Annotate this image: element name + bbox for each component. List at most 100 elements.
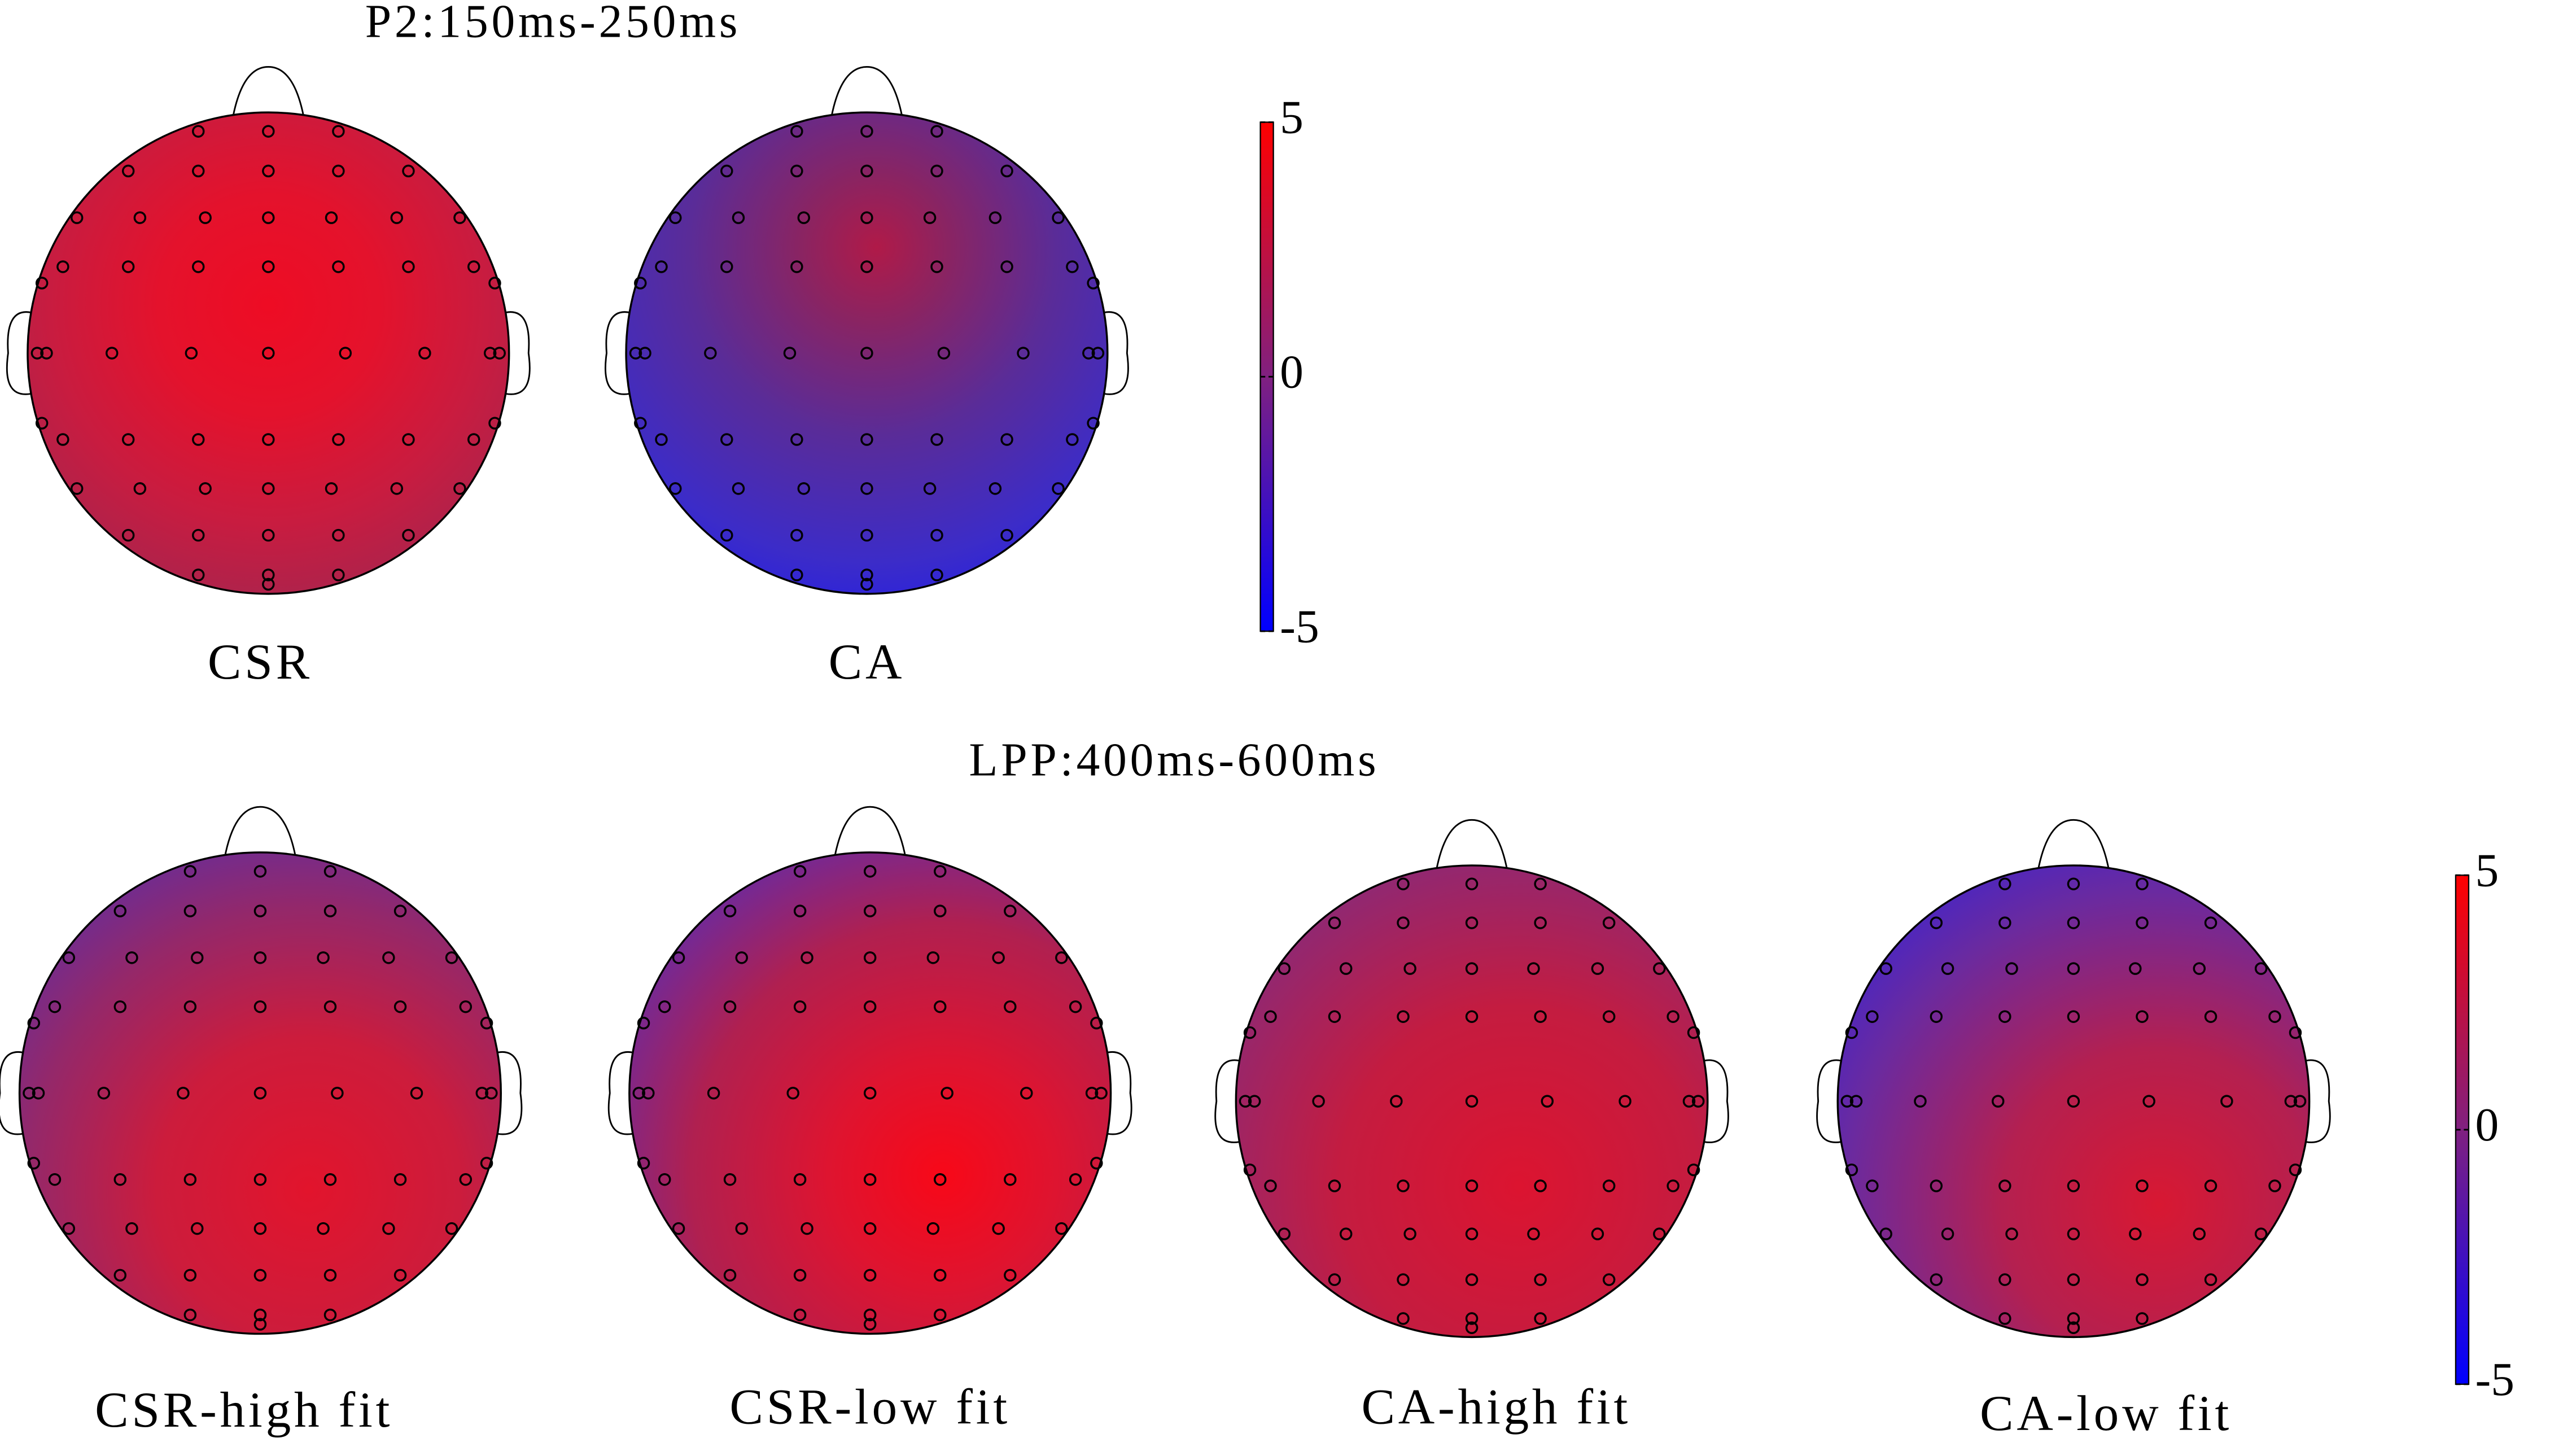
electrode	[632, 1086, 646, 1100]
electrode	[2129, 962, 2142, 975]
electrode	[1866, 1179, 1879, 1192]
electrode	[658, 1173, 671, 1186]
electrode	[1465, 877, 1479, 890]
colorbar-tick-label: -5	[2475, 1354, 2514, 1406]
electrode	[1000, 528, 1013, 542]
electrode	[786, 1086, 799, 1100]
electrode	[323, 1173, 337, 1186]
electrode	[418, 347, 431, 360]
topo-map	[604, 66, 1129, 595]
electrode	[331, 1086, 344, 1100]
electrode	[339, 347, 352, 360]
electrode	[475, 1086, 489, 1100]
electrode	[113, 1269, 127, 1282]
electrode	[1403, 1227, 1416, 1240]
electrode	[393, 1000, 407, 1013]
electrode	[332, 528, 345, 542]
electrode	[863, 1269, 877, 1282]
electrode	[1653, 962, 1666, 975]
electrode	[720, 528, 733, 542]
electrode	[323, 865, 337, 878]
electrode	[1000, 164, 1013, 178]
electrode	[467, 433, 480, 446]
electrode	[325, 211, 338, 224]
electrode	[790, 433, 803, 446]
electrode	[23, 1086, 36, 1100]
electrode	[1465, 916, 1479, 929]
colorbar-tick-label: 0	[2475, 1099, 2499, 1151]
electrode	[192, 528, 205, 542]
electrode	[97, 1086, 111, 1100]
electrode	[860, 433, 873, 446]
electrode	[1397, 1312, 1410, 1325]
electrode	[317, 1222, 330, 1235]
electrode	[253, 904, 267, 917]
electrode	[1602, 1010, 1616, 1023]
electrode	[2254, 1227, 2268, 1240]
map-label: CA-low fit	[1980, 1385, 2232, 1441]
electrode	[1248, 1095, 1261, 1108]
electrode	[1845, 1026, 1858, 1039]
electrode	[2067, 1179, 2080, 1192]
electrode	[1004, 1269, 1017, 1282]
electrode	[934, 1308, 947, 1322]
electrode	[860, 569, 873, 581]
electrode	[1667, 1179, 1679, 1192]
electrode	[493, 347, 506, 360]
electrode	[121, 164, 135, 178]
ear	[1214, 1059, 1240, 1143]
electrode	[637, 1157, 650, 1170]
electrode	[332, 164, 345, 178]
electrode	[2268, 1179, 2281, 1192]
electrode	[48, 1173, 62, 1186]
topo-map	[607, 806, 1132, 1335]
electrode	[1004, 1000, 1017, 1013]
electrode	[325, 482, 338, 495]
electrode	[1090, 1016, 1103, 1030]
electrode	[467, 260, 480, 273]
topo-map	[0, 806, 523, 1335]
electrode	[2268, 1010, 2281, 1023]
electrode	[262, 528, 275, 542]
electrode	[735, 951, 748, 964]
map-label: CSR	[208, 634, 313, 690]
electrode	[1591, 1227, 1604, 1240]
electrode	[732, 482, 745, 495]
electrode	[634, 277, 647, 290]
electrode	[2005, 1227, 2018, 1240]
electrode	[323, 1308, 337, 1322]
electrode	[934, 865, 947, 878]
electrode	[253, 951, 267, 964]
electrode	[2284, 1095, 2298, 1108]
electrode	[1534, 877, 1547, 890]
electrode	[934, 1269, 947, 1282]
electrode	[113, 1000, 127, 1013]
electrode	[1602, 916, 1616, 929]
electrode	[253, 1086, 267, 1100]
electrode	[62, 951, 76, 964]
electrode	[70, 211, 84, 224]
electrode	[191, 1222, 204, 1235]
electrode	[863, 1000, 877, 1013]
electrode	[2136, 1010, 2149, 1023]
electrode	[923, 211, 937, 224]
electrode	[185, 347, 198, 360]
electrode	[1339, 962, 1353, 975]
ear	[1104, 311, 1129, 395]
electrode	[1069, 1173, 1082, 1186]
electrode	[1055, 951, 1068, 964]
electrode	[1055, 1222, 1068, 1235]
electrode	[793, 1000, 807, 1013]
electrode	[1020, 1086, 1033, 1100]
electrode	[1465, 1321, 1479, 1334]
electrode	[183, 1269, 197, 1282]
electrode	[658, 1000, 671, 1013]
electrode	[113, 1173, 127, 1186]
electrode	[402, 528, 415, 542]
electrode	[704, 347, 717, 360]
electrode	[629, 347, 642, 360]
electrode	[926, 1222, 940, 1235]
electrode	[2067, 962, 2080, 975]
